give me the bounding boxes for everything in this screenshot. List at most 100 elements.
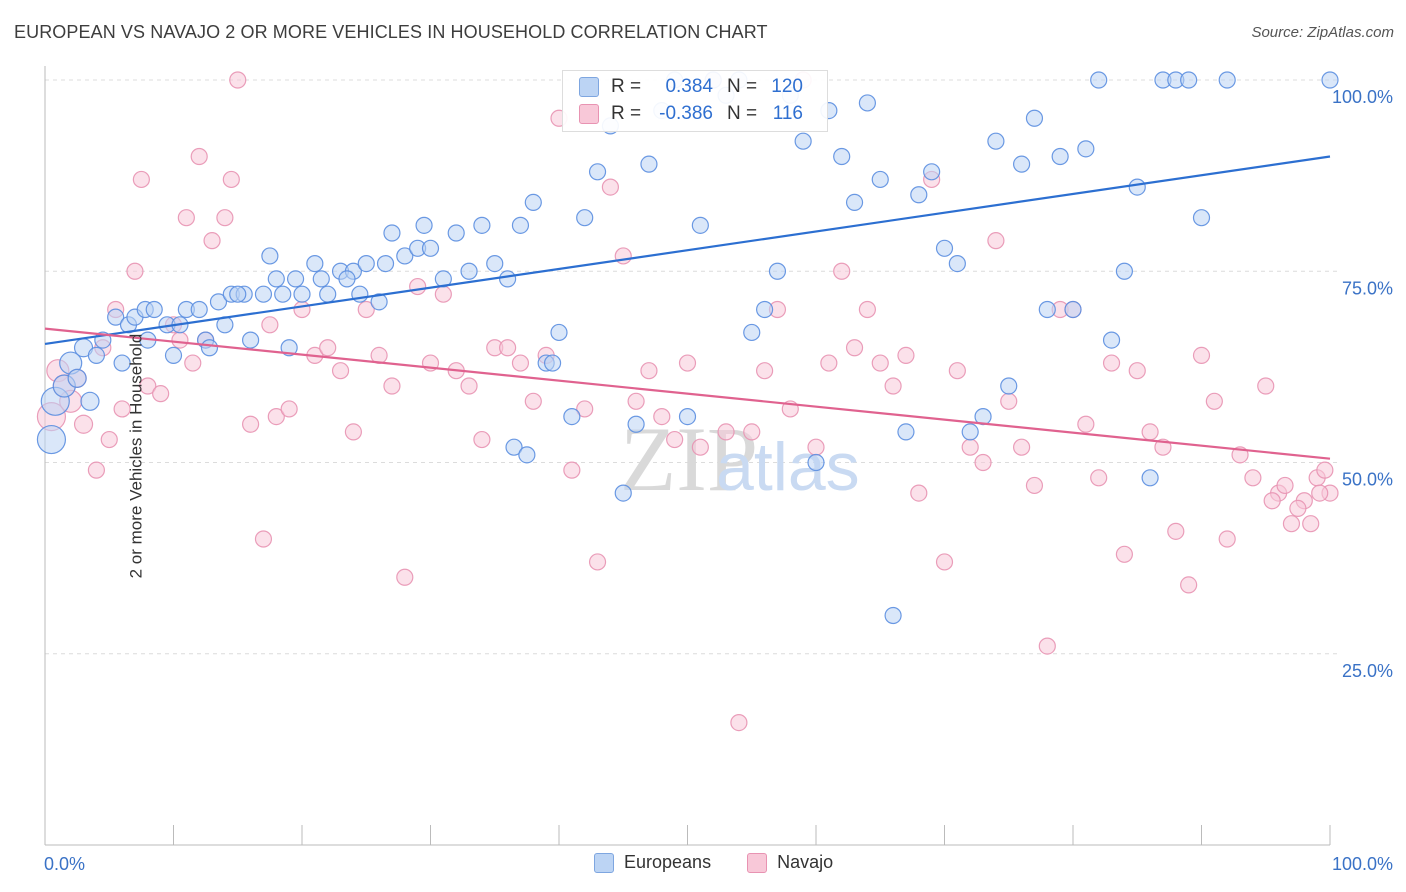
navajo-point xyxy=(261,316,279,334)
european-point xyxy=(910,186,928,204)
european-point xyxy=(107,308,125,326)
european-point xyxy=(505,438,523,456)
navajo-point xyxy=(1167,522,1185,540)
navajo-point xyxy=(666,430,684,449)
navajo-point xyxy=(190,147,208,166)
european-point xyxy=(550,323,568,342)
navajo-point xyxy=(730,713,748,732)
navajo-point xyxy=(152,385,170,403)
navajo-point xyxy=(184,354,202,372)
european-point xyxy=(319,285,337,303)
navajo-point xyxy=(743,423,761,441)
european-point xyxy=(987,132,1005,150)
european-point xyxy=(511,216,530,234)
x-tick-label: 0.0% xyxy=(44,854,85,874)
european-point xyxy=(312,270,330,288)
european-point xyxy=(338,270,356,288)
legend-item-europeans[interactable]: Europeans xyxy=(594,852,711,873)
navajo-point xyxy=(1311,484,1329,502)
navajo-point xyxy=(717,423,735,441)
european-point xyxy=(563,408,581,426)
european-point xyxy=(1090,71,1108,89)
y-axis-label: 2 or more Vehicles in Household xyxy=(126,333,146,579)
european-point xyxy=(1000,377,1018,395)
navajo-point xyxy=(331,362,350,380)
european-point xyxy=(524,193,542,211)
navajo-point xyxy=(511,354,530,372)
navajo-point xyxy=(833,262,851,280)
european-point xyxy=(1192,209,1211,227)
source-label: Source: ZipAtlas.com xyxy=(1251,24,1394,41)
stats-row-navajo: R = -0.386 N = 116 xyxy=(579,101,803,127)
r-value: 0.384 xyxy=(665,76,713,97)
european-point xyxy=(280,339,298,357)
navajo-point xyxy=(987,232,1005,250)
european-point xyxy=(543,354,562,372)
navajo-point xyxy=(1316,461,1334,479)
european-point xyxy=(794,132,812,150)
r-label: R = xyxy=(611,103,642,124)
european-point xyxy=(164,346,183,364)
navajo-point xyxy=(948,362,966,380)
european-point xyxy=(1038,300,1056,319)
navajo-point xyxy=(1282,515,1301,533)
european-point xyxy=(576,209,594,227)
navajo-point xyxy=(132,170,150,189)
navajo-point xyxy=(601,178,620,196)
european-point xyxy=(473,216,491,234)
navajo-swatch xyxy=(579,104,599,124)
navajo-point xyxy=(1192,346,1211,364)
navajo-point xyxy=(614,247,632,265)
n-value: 120 xyxy=(771,76,803,97)
navajo-point xyxy=(858,300,877,319)
european-point xyxy=(871,170,889,189)
navajo-point xyxy=(280,400,298,418)
navajo-point xyxy=(820,354,838,372)
navajo-point xyxy=(640,362,658,380)
navajo-point xyxy=(1257,377,1275,395)
european-point xyxy=(306,255,324,273)
navajo-point xyxy=(1128,362,1146,380)
european-point xyxy=(884,606,902,625)
navajo-point xyxy=(1180,576,1198,594)
legend-label: Navajo xyxy=(777,852,834,872)
navajo-point xyxy=(434,285,452,303)
legend-item-navajo[interactable]: Navajo xyxy=(747,852,833,873)
european-point xyxy=(678,408,697,426)
navajo-legend-swatch xyxy=(747,852,768,873)
navajo-point xyxy=(910,484,928,502)
navajo-point xyxy=(1244,469,1262,487)
navajo-point xyxy=(1038,637,1056,655)
navajo-point xyxy=(100,430,118,449)
europeans-swatch xyxy=(579,77,599,97)
navajo-point xyxy=(171,331,189,349)
european-point xyxy=(755,300,774,319)
europeans-trend-line xyxy=(44,155,1331,346)
navajo-point xyxy=(1141,423,1159,441)
r-value: -0.386 xyxy=(659,103,713,124)
legend: Europeans Navajo xyxy=(594,852,859,873)
axes xyxy=(44,66,1331,846)
navajo-point xyxy=(576,400,594,418)
navajo-point xyxy=(267,408,285,426)
r-label: R = xyxy=(611,76,642,97)
european-point xyxy=(614,484,632,502)
tick-labels: 25.0% 50.0% 75.0% 100.0% 0.0% 100.0% xyxy=(44,87,1393,874)
european-point xyxy=(254,285,273,303)
navajo-point xyxy=(229,71,247,89)
navajo-point xyxy=(113,400,131,418)
european-point xyxy=(267,270,285,288)
navajo-point xyxy=(254,530,273,548)
european-point xyxy=(935,239,954,257)
navajo-point xyxy=(460,377,478,395)
european-point xyxy=(1051,147,1069,166)
navajo-point xyxy=(473,430,491,449)
navajo-point xyxy=(884,377,902,395)
n-label: N = xyxy=(727,76,758,97)
european-point xyxy=(190,300,208,319)
european-point xyxy=(209,293,228,311)
european-point xyxy=(1180,71,1198,89)
european-point xyxy=(421,239,440,257)
navajo-point xyxy=(126,262,144,280)
european-point xyxy=(87,346,106,364)
